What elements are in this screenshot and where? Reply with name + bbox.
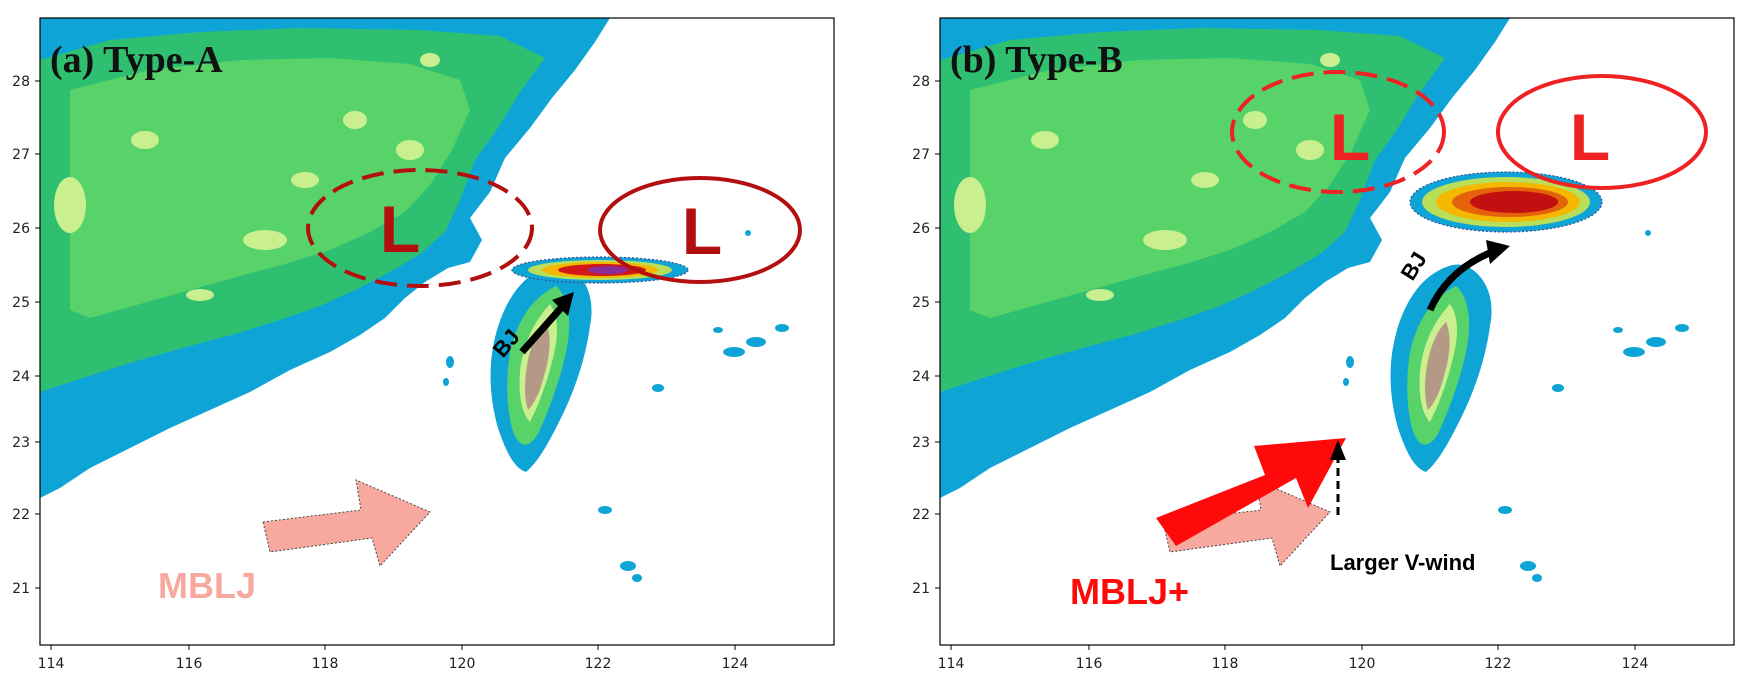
barrier-jet-rainband-b <box>1409 171 1603 233</box>
panel-b: L L BJ Larger V-wind MBLJ+ (b) Type-B <box>912 17 1735 672</box>
islands <box>1343 230 1689 582</box>
y-tick: 25 <box>912 295 930 311</box>
x-tick: 124 <box>1622 656 1649 672</box>
low-left-label-b: L <box>1330 100 1370 174</box>
panel-a-y-ticks: 28 27 26 25 24 23 22 21 <box>12 74 40 597</box>
low-right-ring-b <box>1496 74 1708 190</box>
panel-a: L L BJ MBLJ (a) Type-A 28 27 26 <box>12 17 835 672</box>
x-tick: 120 <box>449 656 476 672</box>
panel-a-x-ticks: 114 116 118 120 122 124 <box>38 645 749 672</box>
x-tick: 120 <box>1349 656 1376 672</box>
panel-b-title: (b) Type-B <box>950 39 1123 81</box>
y-tick: 28 <box>12 74 30 90</box>
x-tick: 116 <box>1076 656 1103 672</box>
y-tick: 23 <box>912 435 930 451</box>
panel-a-title: (a) Type-A <box>50 39 223 81</box>
v-wind-arrow <box>1330 440 1346 515</box>
mainland-midland <box>970 58 1370 318</box>
mblj-arrow-a <box>262 479 431 567</box>
mblj-label-a: MBLJ <box>158 565 256 606</box>
y-tick: 21 <box>912 581 930 597</box>
mainland-midland <box>70 58 470 318</box>
x-tick: 114 <box>38 656 65 672</box>
y-tick: 28 <box>912 74 930 90</box>
low-right-ring-a <box>598 176 802 284</box>
low-left-label-a: L <box>380 192 420 266</box>
y-tick: 27 <box>912 147 930 163</box>
y-tick: 22 <box>12 507 30 523</box>
y-tick: 22 <box>912 507 930 523</box>
taiwan-mountain <box>1425 322 1450 410</box>
low-right-label-a: L <box>682 194 722 268</box>
panel-b-x-ticks: 114 116 118 120 122 124 <box>938 645 1649 672</box>
y-tick: 24 <box>12 369 30 385</box>
x-tick: 114 <box>938 656 965 672</box>
x-tick: 124 <box>722 656 749 672</box>
x-tick: 122 <box>1485 656 1512 672</box>
y-tick: 25 <box>12 295 30 311</box>
bj-label-b: BJ <box>1396 247 1432 284</box>
bj-arrow-b <box>1426 240 1510 312</box>
bj-arrow-a <box>519 292 574 355</box>
x-tick: 118 <box>1212 656 1239 672</box>
panel-b-map <box>940 18 1689 582</box>
panel-a-frame <box>39 17 835 646</box>
mblj-plus-arrow <box>1156 438 1346 546</box>
y-tick: 24 <box>912 369 930 385</box>
x-tick: 116 <box>176 656 203 672</box>
v-wind-label: Larger V-wind <box>1330 550 1475 575</box>
x-tick: 122 <box>585 656 612 672</box>
panel-b-y-ticks: 28 27 26 25 24 23 22 21 <box>912 74 940 597</box>
y-tick: 23 <box>12 435 30 451</box>
panel-a-map <box>40 18 789 582</box>
highland-patches <box>54 53 440 301</box>
islands <box>443 230 789 582</box>
y-tick: 26 <box>12 221 30 237</box>
highland-patches <box>954 53 1340 301</box>
mblj-label-b: MBLJ+ <box>1070 571 1189 612</box>
taiwan-mountain <box>525 322 550 410</box>
low-left-ring-a <box>306 168 534 288</box>
x-tick: 118 <box>312 656 339 672</box>
y-tick: 21 <box>12 581 30 597</box>
y-tick: 26 <box>912 221 930 237</box>
y-tick: 27 <box>12 147 30 163</box>
low-left-ring-b <box>1230 70 1446 194</box>
panel-b-frame <box>939 17 1735 646</box>
mblj-arrow-b-faded <box>1162 479 1331 567</box>
low-right-label-b: L <box>1570 100 1610 174</box>
